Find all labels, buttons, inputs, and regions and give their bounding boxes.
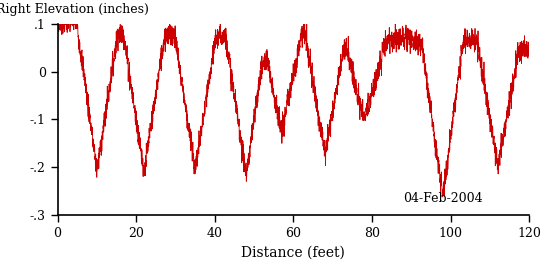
Text: 04-Feb-2004: 04-Feb-2004 (404, 192, 483, 205)
Text: Right Elevation (inches): Right Elevation (inches) (0, 3, 149, 16)
X-axis label: Distance (feet): Distance (feet) (242, 245, 345, 259)
